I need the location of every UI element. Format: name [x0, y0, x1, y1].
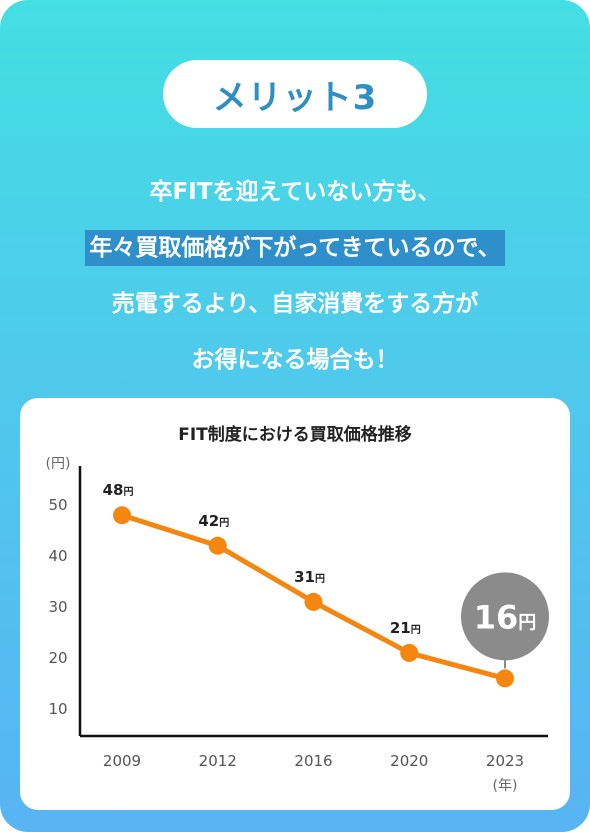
x-tick-label: 2016: [294, 752, 332, 770]
data-label-value: 21: [390, 619, 411, 637]
y-tick-label: 20: [48, 649, 67, 667]
data-label-value: 48: [103, 481, 124, 499]
x-axis-label: (年): [493, 778, 518, 794]
highlight-bubble: [461, 572, 549, 661]
highlight-label: 16円: [474, 598, 537, 636]
headline-line-3: 売電するより、自家消費をする方が: [111, 291, 479, 317]
x-tick-label: 2009: [103, 752, 141, 770]
data-point: [304, 592, 323, 611]
headline-line-1: 卒FITを迎えていない方も、: [149, 179, 441, 205]
data-point: [208, 536, 227, 555]
data-point: [400, 643, 419, 662]
data-label: 48円: [103, 481, 134, 499]
price-line-chart: FIT制度における買取価格推移 (円) 10 20 30 40 50 2009 2012 2…: [46, 424, 549, 794]
highlight-label-unit: 円: [518, 612, 536, 633]
data-point: [496, 669, 514, 688]
y-tick-label: 40: [48, 547, 67, 565]
data-label: 21円: [390, 619, 421, 637]
x-tick-label: 2012: [199, 752, 237, 770]
x-tick-label: 2020: [390, 752, 428, 770]
headline-line-2-highlight: 年々買取価格が下がってきているので、: [85, 230, 505, 266]
highlight-label-value: 16: [474, 598, 519, 636]
y-tick-label: 30: [48, 598, 67, 616]
data-label-unit: 円: [123, 486, 133, 498]
data-label-unit: 円: [315, 573, 325, 585]
data-label-unit: 円: [411, 624, 421, 636]
merit-badge-label: メリット3: [212, 77, 378, 118]
x-tick-label: 2023: [486, 752, 524, 770]
data-label-value: 31: [294, 568, 315, 586]
headline-line-4: お得になる場合も！: [191, 347, 399, 373]
data-label-unit: 円: [219, 517, 229, 529]
data-label-value: 42: [198, 512, 219, 530]
data-label: 31円: [294, 568, 325, 586]
chart-panel: FIT制度における買取価格推移 (円) 10 20 30 40 50 2009 2012 2…: [20, 398, 570, 810]
y-axis-label: (円): [46, 456, 71, 472]
y-tick-label: 10: [48, 700, 67, 718]
data-point: [113, 506, 131, 525]
headline: 卒FITを迎えていない方も、 年々買取価格が下がってきているので、 売電するより…: [0, 164, 590, 388]
chart-title: FIT制度における買取価格推移: [178, 424, 412, 445]
y-tick-label: 50: [48, 496, 67, 514]
data-label: 42円: [198, 512, 229, 530]
merit-badge: メリット3: [163, 60, 427, 128]
